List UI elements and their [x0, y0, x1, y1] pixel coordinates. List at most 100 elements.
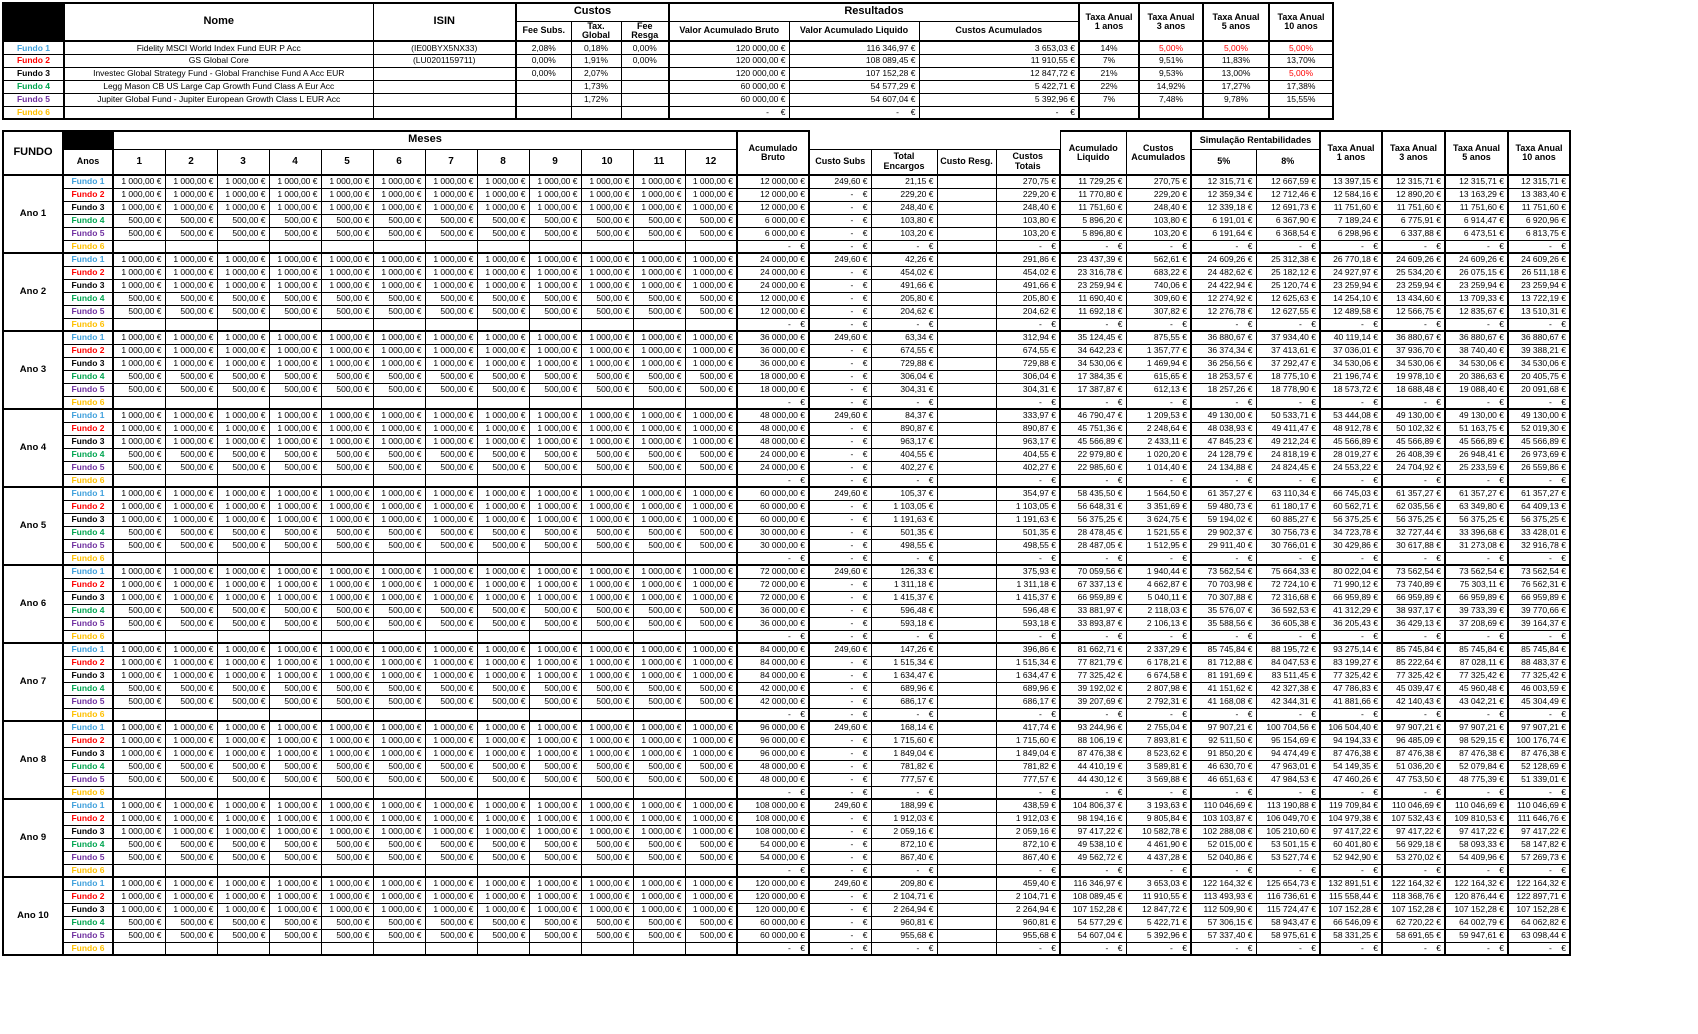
cell-month-value[interactable]	[580, 317, 634, 332]
cell-taxa-3[interactable]: - €	[1381, 473, 1446, 488]
cell-month-value[interactable]: 500,00 €	[528, 694, 582, 709]
cell-month-value[interactable]: 1 000,00 €	[424, 265, 478, 280]
cell-month-value[interactable]: 1 000,00 €	[476, 265, 530, 280]
cell-month-value[interactable]	[528, 551, 582, 566]
cell-custo-subs[interactable]: - €	[808, 902, 872, 917]
cell-month-value[interactable]: 500,00 €	[112, 447, 166, 462]
cell-taxa-5[interactable]: - €	[1444, 941, 1509, 956]
cell-custos-acumulados[interactable]: 307,82 €	[1125, 304, 1192, 319]
cell-sim-8pct[interactable]: - €	[1255, 239, 1321, 254]
cell-month-value[interactable]: 1 000,00 €	[372, 356, 426, 371]
cell-month-value[interactable]: 500,00 €	[424, 915, 478, 930]
cell-month-value[interactable]	[424, 551, 478, 566]
cell-month-value[interactable]: 1 000,00 €	[164, 746, 218, 761]
cell-month-value[interactable]	[216, 629, 270, 644]
cell-month-value[interactable]: 1 000,00 €	[476, 590, 530, 605]
cell-month-value[interactable]: 1 000,00 €	[320, 590, 374, 605]
cell-month-value[interactable]: 1 000,00 €	[320, 720, 374, 735]
cell-acumulado-liquido[interactable]: 39 192,02 €	[1059, 681, 1127, 696]
cell-custo-resg[interactable]	[936, 811, 997, 826]
cell-custo-subs[interactable]: - €	[808, 772, 872, 787]
cell-custos-acumulados[interactable]: 6 178,21 €	[1125, 655, 1192, 670]
cell-sim-8pct[interactable]: 24 818,19 €	[1255, 447, 1321, 462]
cell-taxa-3[interactable]: 110 046,69 €	[1381, 798, 1446, 813]
cell-taxa-1[interactable]: 7%	[1078, 53, 1140, 68]
cell-month-value[interactable]: 1 000,00 €	[632, 252, 686, 267]
cell-taxa-10[interactable]: 13 722,19 €	[1507, 291, 1571, 306]
cell-fund-label[interactable]: Fundo 5	[62, 382, 114, 397]
cell-custo-resg[interactable]	[936, 707, 997, 722]
cell-taxa-3[interactable]: 61 357,27 €	[1381, 486, 1446, 501]
cell-month-value[interactable]: 1 000,00 €	[632, 278, 686, 293]
cell-taxa-1[interactable]: 14%	[1078, 40, 1140, 55]
cell-custos-acumulados[interactable]: 3 193,63 €	[1125, 798, 1192, 813]
cell-acumulado-bruto[interactable]: 48 000,00 €	[736, 408, 810, 423]
cell-month-value[interactable]: 1 000,00 €	[320, 642, 374, 657]
cell-month-value[interactable]: 500,00 €	[580, 369, 634, 384]
cell-month-value[interactable]	[528, 863, 582, 878]
cell-month-value[interactable]	[372, 239, 426, 254]
cell-month-value[interactable]: 500,00 €	[424, 382, 478, 397]
cell-month-value[interactable]: 1 000,00 €	[372, 824, 426, 839]
cell-sim-8pct[interactable]: 37 413,61 €	[1255, 343, 1321, 358]
cell-month-value[interactable]: 500,00 €	[684, 681, 738, 696]
cell-taxa-10[interactable]: 13 510,31 €	[1507, 304, 1571, 319]
cell-custo-resg[interactable]	[936, 889, 997, 904]
cell-month-value[interactable]: 1 000,00 €	[164, 252, 218, 267]
cell-sim-8pct[interactable]: 115 724,47 €	[1255, 902, 1321, 917]
cell-fund-label[interactable]: Fundo 3	[62, 200, 114, 215]
cell-custo-subs[interactable]: - €	[808, 603, 872, 618]
cell-taxa-5[interactable]: 13 163,29 €	[1444, 187, 1509, 202]
cell-taxa-5[interactable]: 66 959,89 €	[1444, 590, 1509, 605]
cell-month-value[interactable]: 1 000,00 €	[476, 174, 530, 189]
cell-month-value[interactable]: 1 000,00 €	[424, 486, 478, 501]
cell-taxa-3[interactable]: 13 434,60 €	[1381, 291, 1446, 306]
cell-taxa-3[interactable]: 32 727,44 €	[1381, 525, 1446, 540]
cell-month-value[interactable]: 1 000,00 €	[320, 798, 374, 813]
cell-taxa-1[interactable]: 34 530,06 €	[1319, 356, 1383, 371]
cell-month-value[interactable]: 1 000,00 €	[268, 434, 322, 449]
cell-custo-resg[interactable]	[936, 824, 997, 839]
cell-taxa-10[interactable]: - €	[1507, 395, 1571, 410]
cell-acumulado-liquido[interactable]: 87 476,38 €	[1059, 746, 1127, 761]
cell-custo-resg[interactable]	[936, 239, 997, 254]
cell-month-value[interactable]	[268, 941, 322, 956]
cell-fund-label[interactable]: Fundo 1	[62, 798, 114, 813]
cell-taxa-1[interactable]: - €	[1319, 863, 1383, 878]
cell-total-encargos[interactable]: - €	[870, 707, 938, 722]
cell-taxa-10[interactable]: 20 405,75 €	[1507, 369, 1571, 384]
cell-month-value[interactable]	[164, 941, 218, 956]
cell-month-value[interactable]: 1 000,00 €	[112, 733, 166, 748]
cell-acumulado-bruto[interactable]: 36 000,00 €	[736, 603, 810, 618]
cell-month-value[interactable]: 500,00 €	[372, 291, 426, 306]
cell-month-value[interactable]: 1 000,00 €	[580, 798, 634, 813]
cell-custo-resg[interactable]	[936, 460, 997, 475]
cell-month-value[interactable]: 500,00 €	[268, 616, 322, 631]
cell-month-value[interactable]	[112, 317, 166, 332]
cell-month-value[interactable]: 1 000,00 €	[476, 577, 530, 592]
cell-month-value[interactable]: 1 000,00 €	[112, 252, 166, 267]
cell-acumulado-liquido[interactable]: - €	[1059, 551, 1127, 566]
cell-month-value[interactable]: 1 000,00 €	[372, 733, 426, 748]
cell-custo-resg[interactable]	[936, 642, 997, 657]
cell-month-value[interactable]: 1 000,00 €	[528, 356, 582, 371]
cell-acumulado-bruto[interactable]: 96 000,00 €	[736, 720, 810, 735]
cell-month-value[interactable]: 1 000,00 €	[164, 343, 218, 358]
cell-month-value[interactable]: 1 000,00 €	[372, 187, 426, 202]
cell-fund-label[interactable]: Fundo 3	[62, 512, 114, 527]
cell-taxa-1[interactable]: 40 119,14 €	[1319, 330, 1383, 345]
cell-custos-totais[interactable]: 498,55 €	[995, 538, 1061, 553]
cell-month-value[interactable]: 500,00 €	[424, 928, 478, 943]
cell-acumulado-bruto[interactable]: 24 000,00 €	[736, 265, 810, 280]
cell-taxa-10[interactable]: 73 562,54 €	[1507, 564, 1571, 579]
cell-month-value[interactable]: 1 000,00 €	[424, 655, 478, 670]
cell-month-value[interactable]: 500,00 €	[372, 538, 426, 553]
cell-custo-resg[interactable]	[936, 382, 997, 397]
cell-custos-acumulados[interactable]: 5 392,96 €	[1125, 928, 1192, 943]
cell-month-value[interactable]: 1 000,00 €	[424, 564, 478, 579]
cell-taxa-10[interactable]: 46 003,59 €	[1507, 681, 1571, 696]
cell-taxa-3[interactable]: - €	[1381, 863, 1446, 878]
cell-month-value[interactable]: 500,00 €	[632, 681, 686, 696]
cell-month-value[interactable]: 500,00 €	[372, 304, 426, 319]
cell-custo-resg[interactable]	[936, 590, 997, 605]
